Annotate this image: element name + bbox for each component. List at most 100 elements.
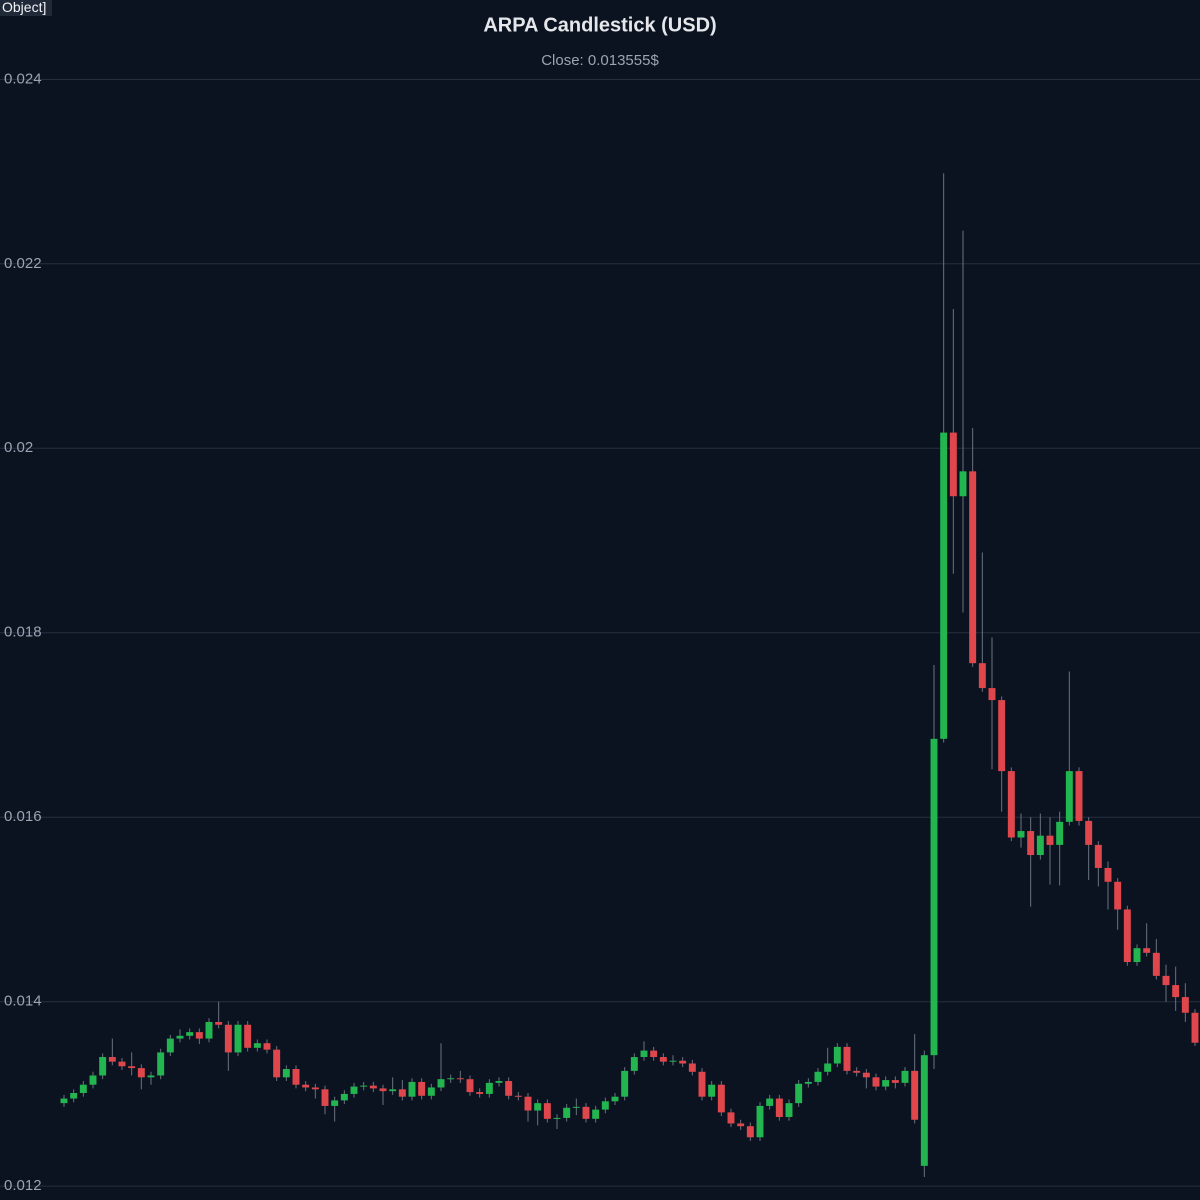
candle-body: [311, 1087, 319, 1090]
candle-body: [60, 1098, 68, 1104]
candle-body: [147, 1075, 155, 1078]
candle-body: [205, 1021, 213, 1039]
candle-body: [234, 1024, 242, 1053]
candle-body: [456, 1078, 464, 1080]
candle-body: [1017, 831, 1025, 838]
candle-body: [157, 1052, 165, 1076]
candle-body: [292, 1069, 300, 1085]
candle-body: [659, 1057, 667, 1062]
candle-body: [621, 1070, 629, 1097]
candle-body: [321, 1089, 329, 1106]
candle-body: [978, 663, 986, 689]
candle-body: [611, 1096, 619, 1102]
candle-body: [534, 1103, 542, 1111]
candle-body: [369, 1085, 377, 1089]
candle-body: [1143, 948, 1151, 953]
candle-body: [379, 1088, 387, 1092]
candle-body: [350, 1086, 358, 1094]
candle-body: [988, 688, 996, 701]
candle-body: [920, 1055, 928, 1166]
candle-body: [582, 1106, 590, 1119]
candle-body: [224, 1024, 232, 1053]
y-tick-label: 0.022: [4, 255, 42, 272]
candle-body: [998, 700, 1006, 772]
candle-body: [553, 1117, 561, 1119]
candle-body: [408, 1081, 416, 1097]
candle-body: [1114, 881, 1122, 910]
candle-body: [824, 1063, 832, 1072]
candle-body: [563, 1107, 571, 1118]
candle-body: [853, 1070, 861, 1073]
candle-body: [1075, 771, 1083, 821]
candle-body: [282, 1069, 290, 1078]
candle-body: [524, 1096, 532, 1111]
candle-body: [495, 1081, 503, 1083]
candle-body: [833, 1046, 841, 1064]
candle-body: [418, 1081, 426, 1096]
candle-body: [514, 1095, 522, 1097]
candle-body: [901, 1070, 909, 1083]
candle-body: [1065, 771, 1073, 822]
candle-body: [630, 1057, 638, 1071]
y-tick-label: 0.014: [4, 993, 42, 1010]
candle-body: [891, 1080, 899, 1083]
candle-body: [1085, 820, 1093, 845]
candle-body: [273, 1049, 281, 1078]
candle-body: [650, 1050, 658, 1058]
candle-body: [302, 1084, 310, 1088]
candle-body: [882, 1080, 890, 1087]
tooltip-label: Object]: [0, 0, 53, 16]
candle-body: [70, 1093, 78, 1099]
candle-body: [862, 1072, 870, 1078]
candle-body: [108, 1057, 116, 1062]
candle-body: [186, 1032, 194, 1036]
candle-body: [128, 1066, 136, 1069]
candle-body: [795, 1083, 803, 1104]
y-tick-label: 0.018: [4, 624, 42, 641]
candle-body: [1094, 844, 1102, 868]
candle-body: [1172, 985, 1180, 998]
candle-body: [466, 1079, 474, 1093]
candle-body: [137, 1068, 145, 1078]
candle-body: [708, 1084, 716, 1097]
candle-body: [176, 1035, 184, 1039]
candle-body: [99, 1057, 107, 1076]
candle-body: [872, 1077, 880, 1087]
candle-body: [195, 1032, 203, 1039]
candle-body: [1056, 821, 1064, 845]
candle-body: [543, 1103, 551, 1119]
candle-body: [669, 1060, 677, 1062]
y-tick-label: 0.012: [4, 1177, 42, 1194]
candle-body: [166, 1038, 174, 1053]
chart-title: ARPA Candlestick (USD): [483, 14, 716, 36]
candle-body: [1104, 867, 1112, 882]
candle-body: [911, 1070, 919, 1120]
candle-body: [253, 1043, 261, 1048]
candle-body: [389, 1089, 397, 1092]
candles: [60, 173, 1199, 1177]
candle-body: [698, 1071, 706, 1097]
grid: 0.012 0.014 0.016 0.018 0.02 0.022 0.024: [0, 70, 1200, 1194]
y-tick-label: 0.016: [4, 808, 42, 825]
candle-body: [1046, 835, 1054, 845]
candle-body: [244, 1024, 252, 1048]
candle-body: [969, 471, 977, 664]
candle-body: [398, 1089, 406, 1097]
candle-body: [601, 1101, 609, 1110]
candle-body: [775, 1098, 783, 1117]
candle-body: [1181, 997, 1189, 1013]
candle-body: [746, 1126, 754, 1138]
candle-body: [737, 1123, 745, 1127]
candle-body: [766, 1098, 774, 1106]
candle-body: [727, 1112, 735, 1124]
y-tick-label: 0.02: [4, 439, 33, 456]
candle-body: [1027, 831, 1035, 856]
candle-body: [1191, 1012, 1199, 1043]
candle-body: [1123, 909, 1131, 963]
candle-body: [930, 738, 938, 1056]
candle-body: [940, 432, 948, 739]
candle-body: [360, 1085, 368, 1087]
